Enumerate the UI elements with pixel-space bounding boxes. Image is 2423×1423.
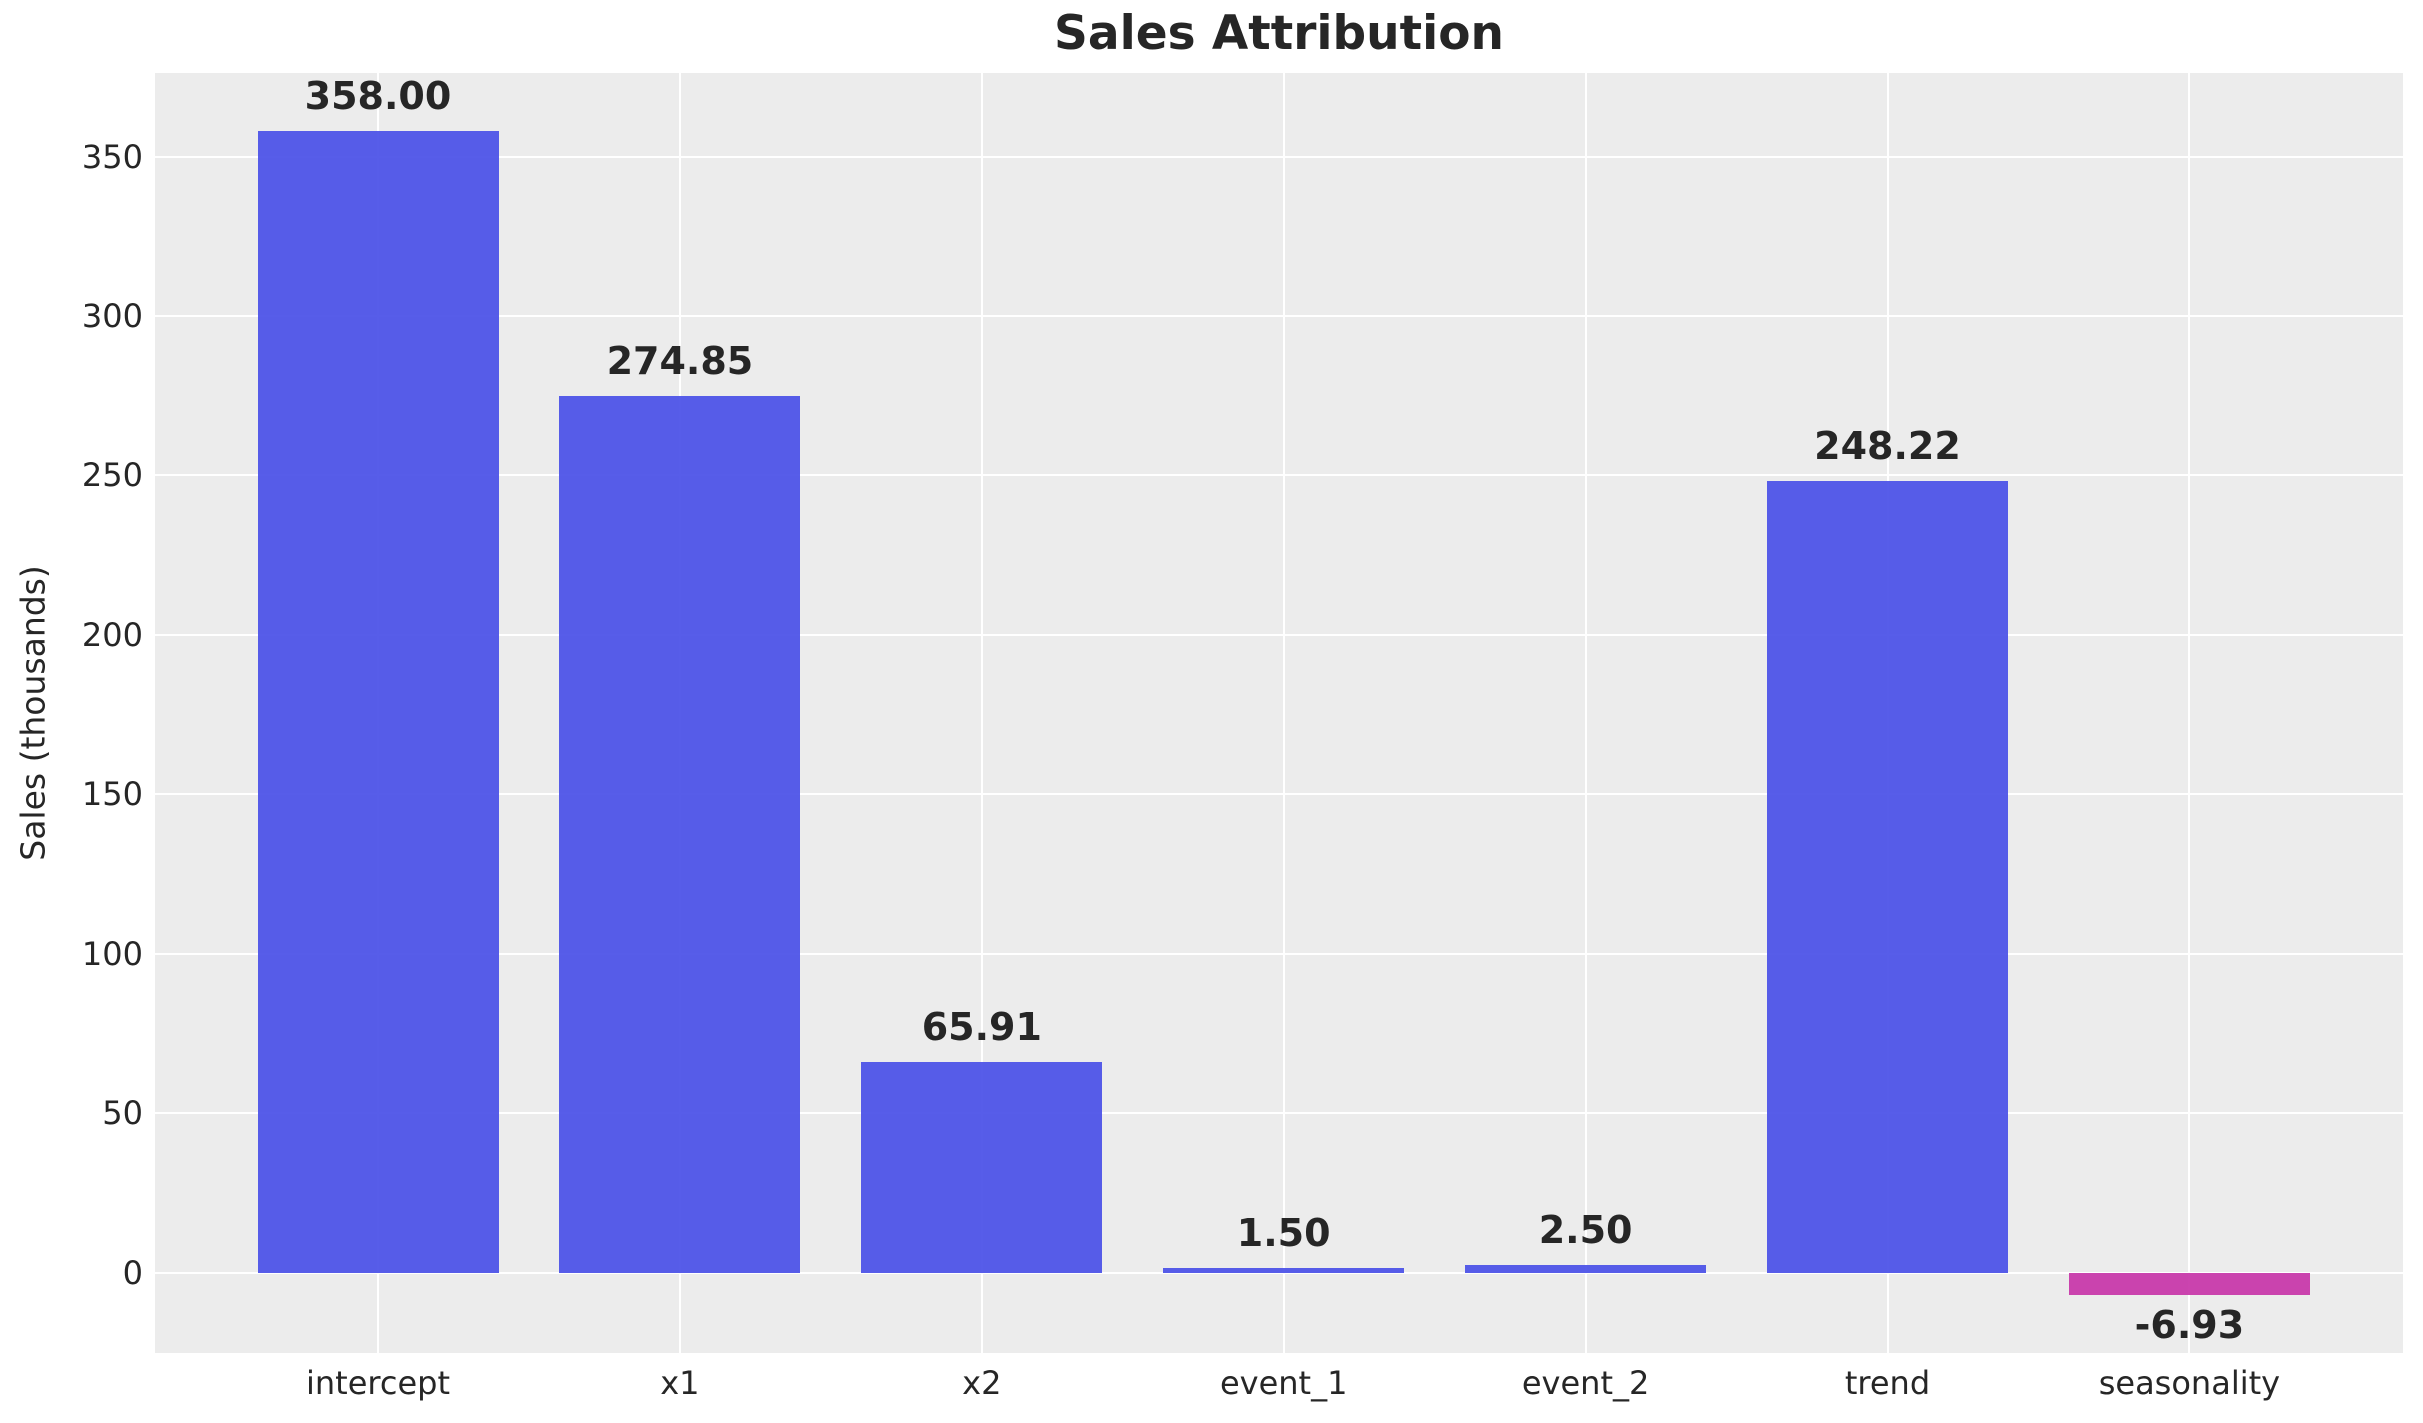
y-tick-label: 100 [81,934,143,973]
y-axis-title: Sales (thousands) [13,565,53,861]
bar-value-label: 2.50 [1538,1207,1633,1252]
bar-value-label: 248.22 [1814,424,1961,469]
v-gridline [1584,73,1587,1353]
h-gridline [155,793,2403,796]
bar-x1 [559,396,801,1273]
chart-title: Sales Attribution [1054,6,1504,61]
bar-event_1 [1163,1267,1405,1273]
h-gridline [155,1271,2403,1274]
v-gridline [2188,73,2191,1353]
h-gridline [155,952,2403,955]
bar-value-label: 65.91 [921,1005,1042,1050]
y-tick-label: 200 [81,615,143,654]
y-tick-label: 50 [102,1094,143,1133]
bar-value-label: 358.00 [304,74,452,119]
h-gridline [155,633,2403,636]
y-tick-label: 300 [81,296,143,335]
h-gridline [155,155,2403,158]
plot-area [155,73,2403,1353]
y-tick-label: 350 [81,137,143,176]
h-gridline [155,474,2403,477]
v-gridline [980,73,983,1353]
bar-intercept [257,131,499,1273]
x-tick-label: x2 [962,1364,1002,1402]
x-tick-label: event_1 [1219,1364,1348,1402]
bar-x2 [861,1062,1103,1273]
y-tick-label: 150 [81,775,143,814]
h-gridline [155,314,2403,317]
y-tick-label: 0 [122,1253,143,1292]
bar-trend [1767,481,2008,1273]
bar-value-label: 1.50 [1236,1210,1331,1255]
x-tick-label: intercept [306,1364,450,1402]
bar-event_2 [1465,1264,1707,1273]
bar-value-label: -6.93 [2134,1302,2245,1347]
v-gridline [1282,73,1285,1353]
bar-value-label: 274.85 [606,339,754,384]
bar-seasonality [2068,1272,2310,1295]
x-tick-label: trend [1844,1364,1931,1402]
x-tick-label: x1 [660,1364,700,1402]
x-tick-label: event_2 [1521,1364,1650,1402]
h-gridline [155,1112,2403,1115]
y-tick-label: 250 [81,456,143,495]
x-tick-label: seasonality [2098,1364,2281,1402]
